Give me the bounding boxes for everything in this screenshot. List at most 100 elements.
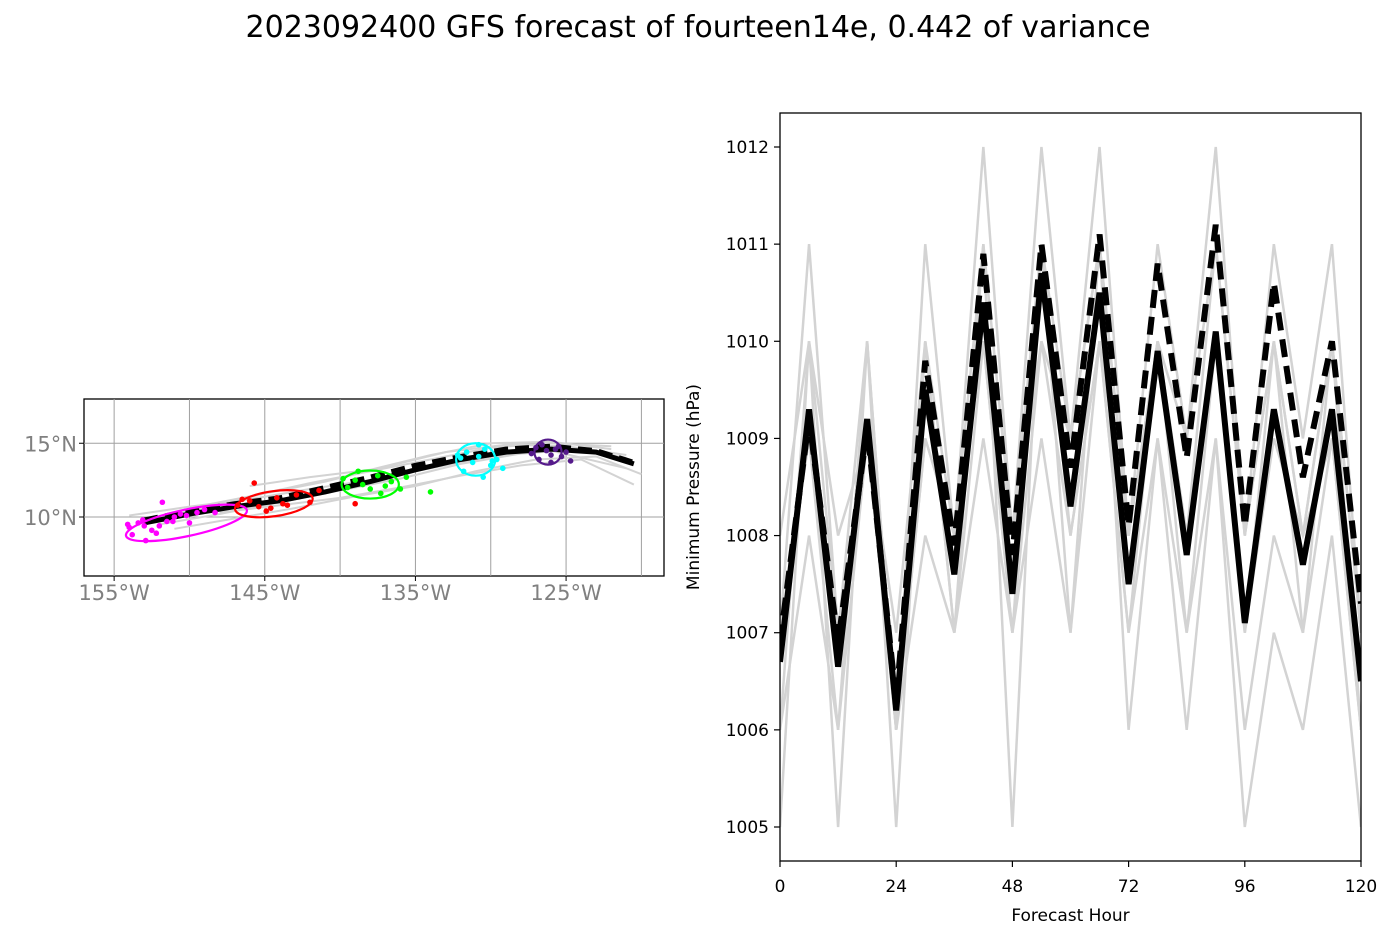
map-frame — [83, 398, 665, 577]
map-ensemble-point — [563, 449, 569, 455]
map-ensemble-point — [548, 452, 554, 458]
x-tick-label: 48 — [1002, 877, 1024, 897]
map-ensemble-point — [234, 502, 241, 509]
map-ensemble-point — [460, 468, 467, 475]
map-ensemble-point — [170, 518, 176, 525]
map-ensemble-point — [148, 527, 155, 534]
map-ensemble-point — [183, 512, 190, 519]
x-tick-label: 120 — [1345, 877, 1377, 897]
map-ensemble-point — [239, 496, 245, 503]
map-ensemble-point — [469, 459, 476, 466]
x-tick-label: 24 — [885, 877, 907, 897]
map-ensemble-point — [159, 499, 166, 506]
ensemble-mean-line — [780, 272, 1361, 711]
y-tick-label: 1011 — [726, 235, 769, 255]
map-ensemble-point — [255, 503, 262, 510]
map-uncertainty-ellipse — [233, 489, 314, 519]
map-ensemble-point — [251, 480, 258, 486]
map-ensemble-point — [280, 500, 286, 507]
map-ensemble-point — [284, 502, 291, 509]
map-ensemble-point — [201, 506, 208, 513]
map-ensemble-point — [374, 472, 381, 479]
x-axis-label: Forecast Hour — [1011, 906, 1129, 926]
map-ensemble-point — [141, 523, 148, 529]
y-tick-label: 1010 — [726, 332, 769, 352]
map-ensemble-point — [567, 458, 574, 464]
map-ensemble-point — [493, 456, 500, 463]
map-ensemble-point — [475, 441, 482, 448]
map-uncertainty-ellipse — [340, 469, 400, 500]
map-ensemble-point — [268, 505, 274, 511]
map-ensemble-point — [153, 530, 160, 537]
map-ensemble-point — [543, 447, 550, 454]
map-lat-tick-label: 15°N — [24, 432, 77, 456]
map-uncertainty-ellipse — [124, 503, 249, 543]
map-ensemble-point — [528, 450, 535, 457]
map-ensemble-point — [388, 478, 395, 485]
map-ensemble-point — [156, 523, 163, 529]
map-ensemble-point — [124, 521, 131, 528]
map-ensemble-point — [489, 458, 496, 464]
map-lon-tick-label: 125°W — [530, 581, 602, 605]
map-lon-tick-label: 135°W — [380, 581, 452, 605]
map-ensemble-point — [403, 474, 410, 480]
map-ensemble-point — [135, 520, 142, 526]
map-ensemble-point — [164, 518, 170, 525]
map-ensemble-point — [316, 487, 322, 494]
map-ensemble-point — [352, 500, 358, 507]
map-ensemble-point — [500, 465, 506, 472]
map-ensemble-point — [555, 443, 562, 450]
map-ensemble-point — [186, 520, 193, 526]
map-ensemble-point — [355, 468, 361, 475]
y-tick-label: 1012 — [726, 138, 769, 158]
y-axis-label: Minimum Pressure (hPa) — [684, 384, 704, 590]
map-ensemble-point — [382, 483, 389, 489]
map-ensemble-point — [307, 499, 313, 506]
map-ensemble-point — [377, 490, 384, 497]
map-ensemble-point — [481, 446, 488, 452]
map-ensemble-point — [274, 495, 280, 501]
y-tick-label: 1006 — [726, 721, 769, 741]
x-tick-label: 0 — [775, 877, 786, 897]
map-ensemble-point — [352, 477, 358, 483]
map-ensemble-point — [558, 453, 565, 460]
map-ensemble-point — [536, 456, 542, 463]
map-ensemble-point — [293, 492, 300, 498]
map-ensemble-point — [539, 441, 545, 448]
map-ensemble-point — [367, 486, 374, 492]
map-ensemble-track — [249, 440, 612, 488]
plot-area — [780, 146, 1361, 828]
plot-frame — [779, 112, 1362, 862]
map-uncertainty-ellipse — [533, 438, 563, 466]
figure-title: 2023092400 GFS forecast of fourteen14e, … — [245, 10, 1151, 45]
map-ensemble-point — [427, 489, 434, 495]
map-ensemble-point — [475, 453, 482, 460]
map-ensemble-point — [454, 452, 461, 458]
map-ensemble-point — [212, 509, 218, 516]
map-ensemble-point — [194, 509, 200, 516]
map-ensemble-point — [263, 508, 270, 514]
map-ensemble-point — [139, 517, 146, 523]
map-ensemble-point — [533, 444, 539, 451]
x-tick-label: 72 — [1118, 877, 1140, 897]
map-ensemble-point — [340, 475, 346, 482]
map-ensemble-point — [171, 514, 178, 520]
map-lon-tick-label: 155°W — [78, 581, 150, 605]
map-ensemble-point — [359, 481, 366, 488]
map-ensemble-point — [246, 497, 253, 504]
map-ensemble-point — [480, 474, 487, 480]
map-ensemble-point — [463, 449, 470, 455]
map-ensemble-point — [487, 462, 494, 469]
map-ensemble-point — [129, 531, 136, 538]
x-tick-label: 96 — [1234, 877, 1256, 897]
map-ensemble-point — [177, 511, 184, 517]
map-lon-tick-label: 145°W — [229, 581, 301, 605]
map-lat-tick-label: 10°N — [24, 506, 77, 530]
y-tick-label: 1009 — [726, 429, 769, 449]
y-tick-label: 1008 — [726, 527, 769, 547]
map-ensemble-point — [548, 459, 554, 466]
y-tick-label: 1005 — [726, 818, 769, 838]
map-ensemble-point — [142, 537, 149, 544]
y-tick-label: 1007 — [726, 624, 769, 644]
